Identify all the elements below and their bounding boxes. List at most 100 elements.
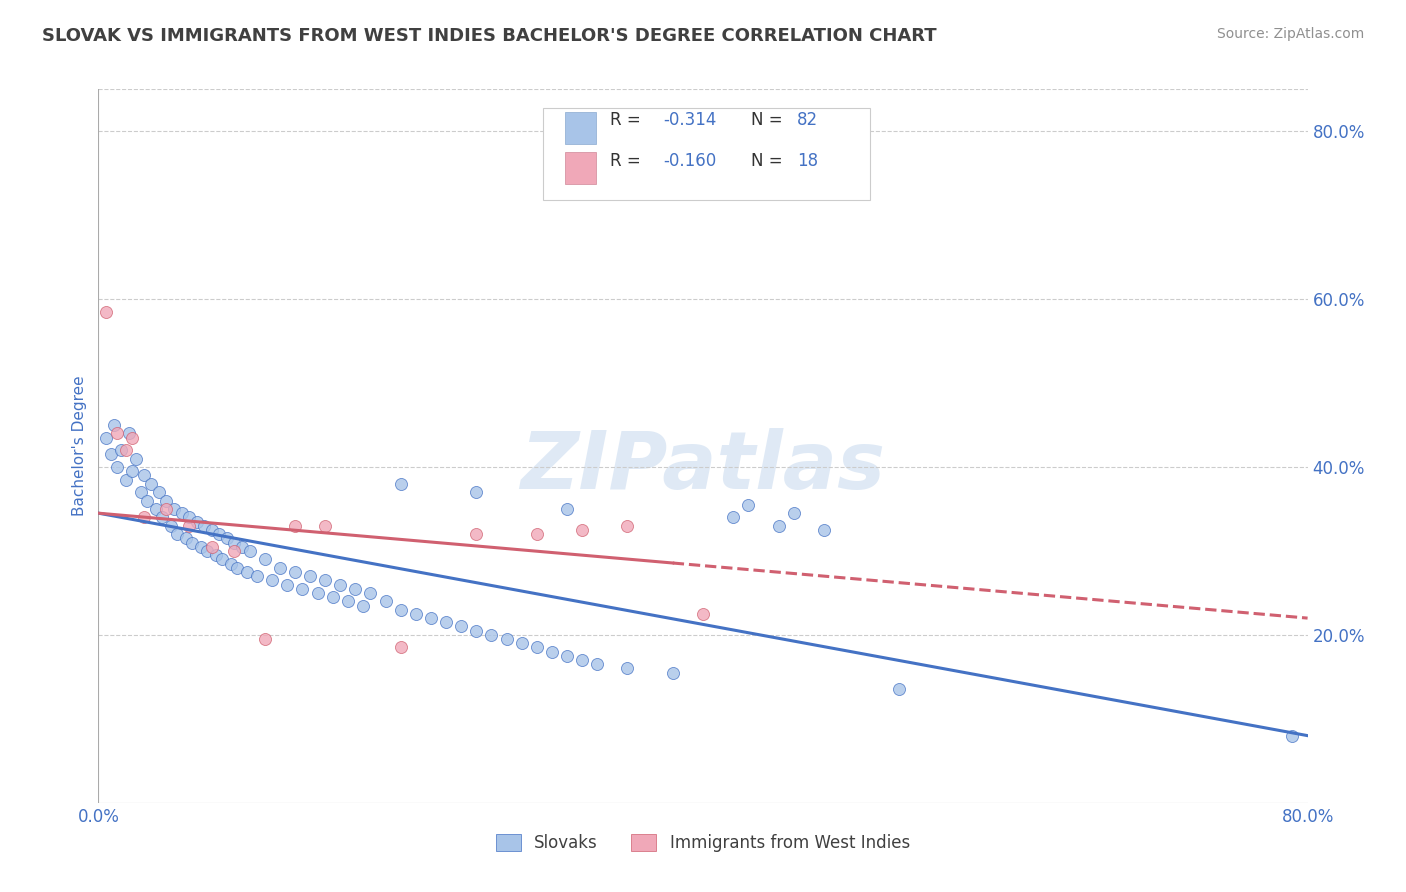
Point [813, 523, 835, 537]
Point [329, 577, 352, 591]
Text: N =: N = [751, 112, 787, 129]
Point [132, 468, 155, 483]
Point [179, 518, 201, 533]
Point [322, 590, 344, 604]
Text: ZIPatlas: ZIPatlas [520, 428, 886, 507]
Point [114, 443, 136, 458]
Point [481, 628, 503, 642]
Point [148, 485, 170, 500]
Point [360, 586, 382, 600]
Point [586, 657, 609, 672]
Point [160, 518, 183, 533]
Point [526, 527, 548, 541]
Point [211, 552, 233, 566]
Point [262, 574, 284, 588]
Point [571, 523, 593, 537]
Text: R =: R = [610, 152, 647, 169]
Point [239, 544, 262, 558]
Point [465, 624, 488, 638]
Point [336, 594, 359, 608]
Text: R =: R = [610, 112, 647, 129]
Point [163, 502, 186, 516]
Point [269, 560, 291, 574]
Point [389, 476, 412, 491]
Point [193, 518, 215, 533]
Point [253, 632, 276, 646]
Point [215, 532, 238, 546]
Point [291, 582, 314, 596]
Point [314, 574, 336, 588]
Point [231, 540, 253, 554]
Text: 18: 18 [797, 152, 818, 169]
Point [174, 532, 197, 546]
Text: Source: ZipAtlas.com: Source: ZipAtlas.com [1216, 27, 1364, 41]
Point [284, 518, 307, 533]
Point [450, 619, 472, 633]
Point [94, 304, 117, 318]
Point [105, 426, 128, 441]
Point [170, 506, 193, 520]
Text: -0.314: -0.314 [664, 112, 717, 129]
Point [307, 586, 329, 600]
Point [555, 502, 578, 516]
Point [783, 506, 806, 520]
Point [420, 611, 443, 625]
Point [405, 607, 427, 621]
Point [299, 569, 322, 583]
Point [195, 544, 218, 558]
Point [465, 527, 488, 541]
Point [150, 510, 173, 524]
Point [224, 544, 246, 558]
Point [226, 560, 249, 574]
Point [314, 518, 336, 533]
Point [145, 502, 167, 516]
Point [344, 582, 367, 596]
Y-axis label: Bachelor's Degree: Bachelor's Degree [72, 376, 87, 516]
Point [201, 523, 224, 537]
Point [540, 645, 562, 659]
Point [616, 661, 638, 675]
Point [155, 502, 177, 516]
Point [374, 594, 396, 608]
Point [155, 493, 177, 508]
Point [510, 636, 533, 650]
Point [121, 464, 143, 478]
Point [571, 653, 593, 667]
Point [166, 527, 188, 541]
Point [276, 577, 298, 591]
Point [100, 447, 122, 461]
Point [352, 599, 374, 613]
Point [555, 648, 578, 663]
Point [208, 527, 231, 541]
Point [221, 557, 243, 571]
Point [132, 510, 155, 524]
Point [121, 431, 143, 445]
Point [114, 473, 136, 487]
Point [118, 426, 141, 441]
Point [526, 640, 548, 655]
Text: N =: N = [751, 152, 787, 169]
Point [434, 615, 457, 630]
Point [110, 443, 132, 458]
Point [661, 665, 683, 680]
Point [125, 451, 148, 466]
Point [284, 565, 307, 579]
Text: SLOVAK VS IMMIGRANTS FROM WEST INDIES BACHELOR'S DEGREE CORRELATION CHART: SLOVAK VS IMMIGRANTS FROM WEST INDIES BA… [42, 27, 936, 45]
Point [141, 476, 163, 491]
Point [737, 498, 759, 512]
Point [129, 485, 152, 500]
Text: 82: 82 [797, 112, 818, 129]
Point [224, 535, 246, 549]
Point [179, 510, 201, 524]
Point [181, 535, 204, 549]
Point [205, 548, 228, 562]
Point [465, 485, 488, 500]
Point [1281, 729, 1303, 743]
Point [723, 510, 745, 524]
Text: -0.160: -0.160 [664, 152, 717, 169]
Point [616, 518, 638, 533]
Legend: Slovaks, Immigrants from West Indies: Slovaks, Immigrants from West Indies [489, 827, 917, 859]
Point [692, 607, 714, 621]
Point [389, 603, 412, 617]
Point [253, 552, 276, 566]
